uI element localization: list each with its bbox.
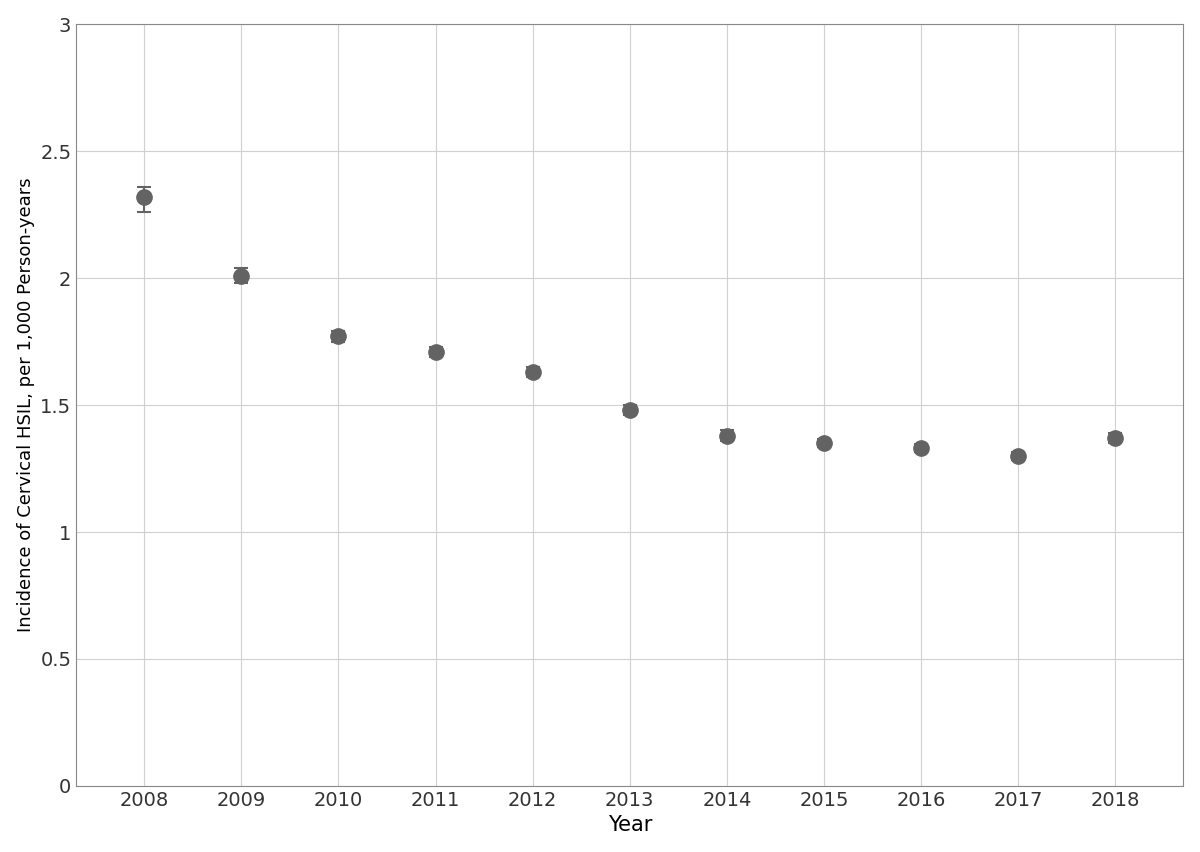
X-axis label: Year: Year <box>607 815 652 835</box>
Y-axis label: Incidence of Cervical HSIL, per 1,000 Person-years: Incidence of Cervical HSIL, per 1,000 Pe… <box>17 178 35 632</box>
